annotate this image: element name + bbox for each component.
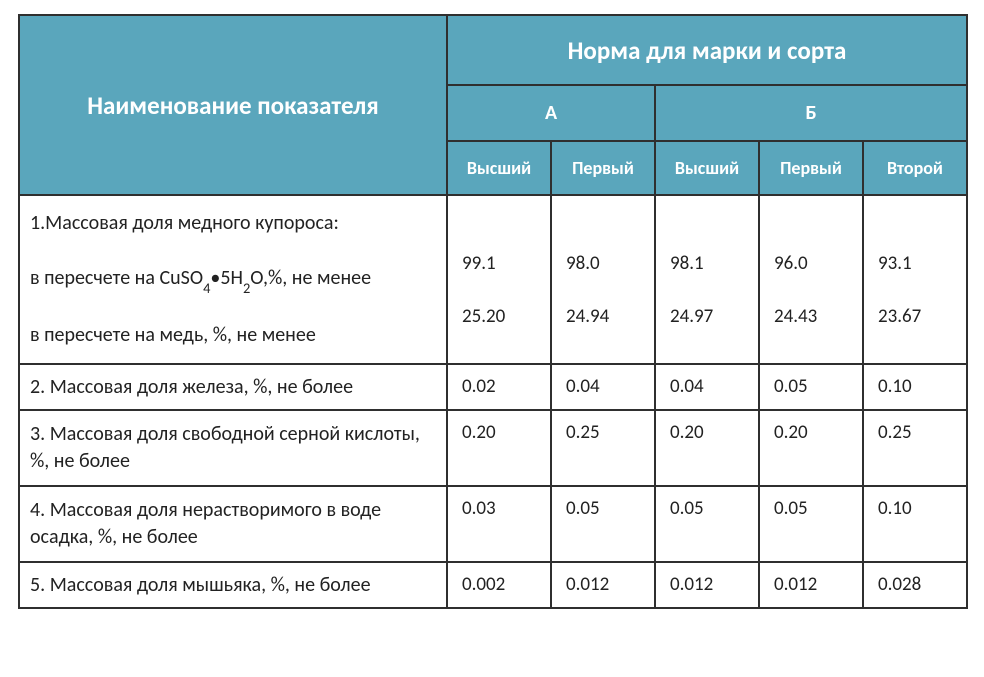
cell: 0.20 <box>759 410 863 486</box>
table-row: 2. Массовая доля железа, %, не более 0.0… <box>19 364 967 410</box>
table-row: 5. Массовая доля мышьяка, %, не более 0.… <box>19 562 967 608</box>
cell: 0.25 <box>551 410 655 486</box>
header-b-first: Первый <box>759 141 863 195</box>
cell: 0.05 <box>551 486 655 562</box>
cell: 0.10 <box>863 486 967 562</box>
cell: 0.012 <box>759 562 863 608</box>
row4-label: 4. Массовая доля нерастворимого в воде о… <box>19 486 447 562</box>
cell: 0.25 <box>863 410 967 486</box>
cell: 0.002 <box>447 562 551 608</box>
row1-line2: в пересчете на CuSO4•5H2O,%, не менее <box>30 265 432 294</box>
cell: 0.012 <box>655 562 759 608</box>
header-group-b: Б <box>655 85 967 141</box>
cell: 0.03 <box>447 486 551 562</box>
cell-r1-c4: 96.0 24.43 <box>759 195 863 364</box>
cell-r1-c5: 93.1 23.67 <box>863 195 967 364</box>
v: 24.94 <box>566 305 644 328</box>
v: 99.1 <box>462 252 540 275</box>
row3-label: 3. Массовая доля свободной серной кислот… <box>19 410 447 486</box>
v: 98.1 <box>670 252 748 275</box>
v: 98.0 <box>566 252 644 275</box>
cell-r1-c2: 98.0 24.94 <box>551 195 655 364</box>
row1-label: 1.Массовая доля медного купороса: в пере… <box>19 195 447 364</box>
table-row: 1.Массовая доля медного купороса: в пере… <box>19 195 967 364</box>
row1-line2-pre: в пересчете на CuSO <box>30 266 203 290</box>
row1-line2-mid: •5H <box>210 266 243 290</box>
header-a-first: Первый <box>551 141 655 195</box>
row1-line3: в пересчете на медь, %, не менее <box>30 322 432 349</box>
cell-r1-c1: 99.1 25.20 <box>447 195 551 364</box>
cell: 0.05 <box>759 486 863 562</box>
header-group-title: Норма для марки и сорта <box>447 15 967 85</box>
v: 25.20 <box>462 305 540 328</box>
cell: 0.05 <box>655 486 759 562</box>
cell: 0.04 <box>551 364 655 410</box>
row1-line2-post: O,%, не менее <box>250 266 371 290</box>
header-b-second: Второй <box>863 141 967 195</box>
v: 24.97 <box>670 305 748 328</box>
header-row-title: Наименование показателя <box>19 15 447 195</box>
header-group-a: А <box>447 85 655 141</box>
cell: 0.012 <box>551 562 655 608</box>
row1-line1: 1.Массовая доля медного купороса: <box>30 210 432 237</box>
header-a-high: Высший <box>447 141 551 195</box>
header-b-high: Высший <box>655 141 759 195</box>
cell-r1-c3: 98.1 24.97 <box>655 195 759 364</box>
table-row: 3. Массовая доля свободной серной кислот… <box>19 410 967 486</box>
v: 93.1 <box>878 252 956 275</box>
cell: 0.10 <box>863 364 967 410</box>
cell: 0.028 <box>863 562 967 608</box>
v: 23.67 <box>878 305 956 328</box>
row5-label: 5. Массовая доля мышьяка, %, не более <box>19 562 447 608</box>
cell: 0.05 <box>759 364 863 410</box>
spec-table: Наименование показателя Норма для марки … <box>18 14 968 609</box>
cell: 0.20 <box>447 410 551 486</box>
cell: 0.02 <box>447 364 551 410</box>
v: 96.0 <box>774 252 852 275</box>
table-row: 4. Массовая доля нерастворимого в воде о… <box>19 486 967 562</box>
cell: 0.04 <box>655 364 759 410</box>
v: 24.43 <box>774 305 852 328</box>
cell: 0.20 <box>655 410 759 486</box>
row2-label: 2. Массовая доля железа, %, не более <box>19 364 447 410</box>
